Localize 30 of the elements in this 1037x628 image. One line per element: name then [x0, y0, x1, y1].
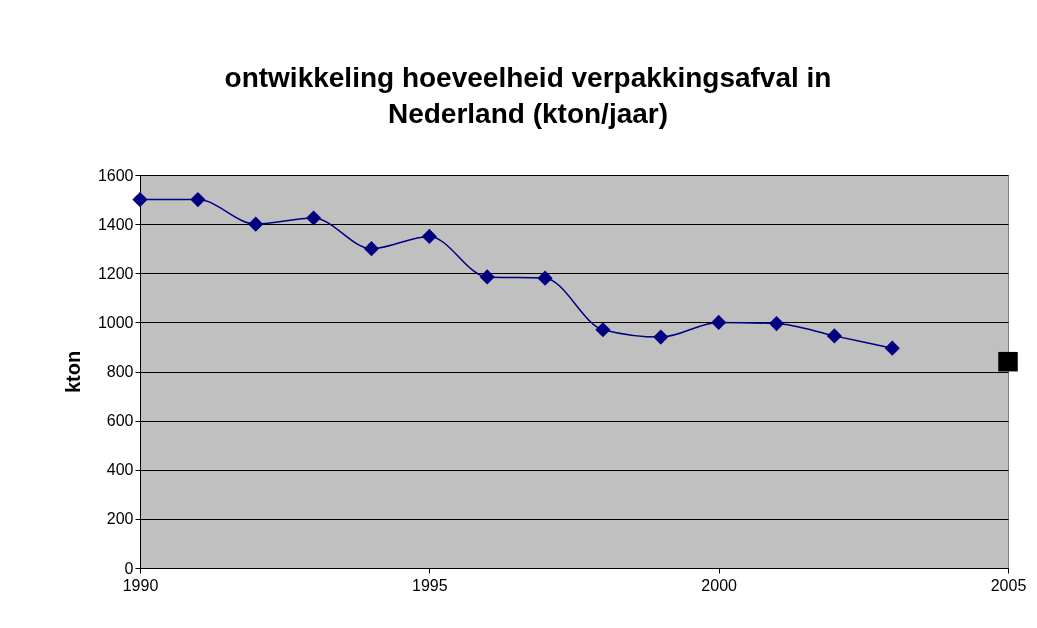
point	[537, 270, 553, 286]
y-tick-label: 0	[124, 559, 134, 577]
y-tick-label: 1400	[97, 215, 134, 233]
x-tick-label: 2000	[701, 576, 738, 594]
point	[421, 228, 437, 244]
point	[998, 351, 1018, 372]
y-tick-label: 1600	[97, 166, 134, 184]
y-tick-label: 600	[106, 412, 134, 430]
chart-title: ontwikkeling hoeveelheid verpakkingsafval in Nederland (kton/jaar)	[224, 62, 832, 129]
point	[768, 316, 785, 332]
y-tick-label: 400	[106, 461, 134, 479]
point	[190, 191, 206, 208]
y-tick-label: 800	[106, 363, 134, 380]
y-tick-label: 200	[106, 510, 134, 528]
point	[711, 314, 727, 330]
point	[306, 210, 322, 226]
point	[826, 328, 842, 344]
y-axis-title: kton	[61, 350, 84, 394]
point	[363, 241, 380, 257]
y-tick-label: 1000	[97, 313, 134, 331]
y-tick-label: 1200	[97, 264, 134, 282]
point	[132, 191, 148, 208]
point	[653, 329, 669, 345]
point	[479, 269, 495, 285]
x-tick-label: 1995	[412, 576, 448, 594]
point	[595, 322, 611, 338]
x-tick-label: 1990	[122, 576, 159, 594]
x-tick-label: 2005	[990, 576, 1027, 594]
point	[248, 216, 264, 232]
point	[884, 340, 900, 356]
